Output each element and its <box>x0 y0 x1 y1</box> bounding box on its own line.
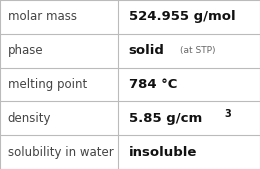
Text: melting point: melting point <box>8 78 87 91</box>
Text: 3: 3 <box>225 109 231 119</box>
Text: solubility in water: solubility in water <box>8 146 114 159</box>
Text: density: density <box>8 112 51 125</box>
Text: insoluble: insoluble <box>129 146 197 159</box>
Text: 784 °C: 784 °C <box>129 78 177 91</box>
Text: 5.85 g/cm: 5.85 g/cm <box>129 112 202 125</box>
Text: solid: solid <box>129 44 165 57</box>
Text: 524.955 g/mol: 524.955 g/mol <box>129 10 235 23</box>
Text: phase: phase <box>8 44 43 57</box>
Text: (at STP): (at STP) <box>180 46 216 55</box>
Text: molar mass: molar mass <box>8 10 77 23</box>
